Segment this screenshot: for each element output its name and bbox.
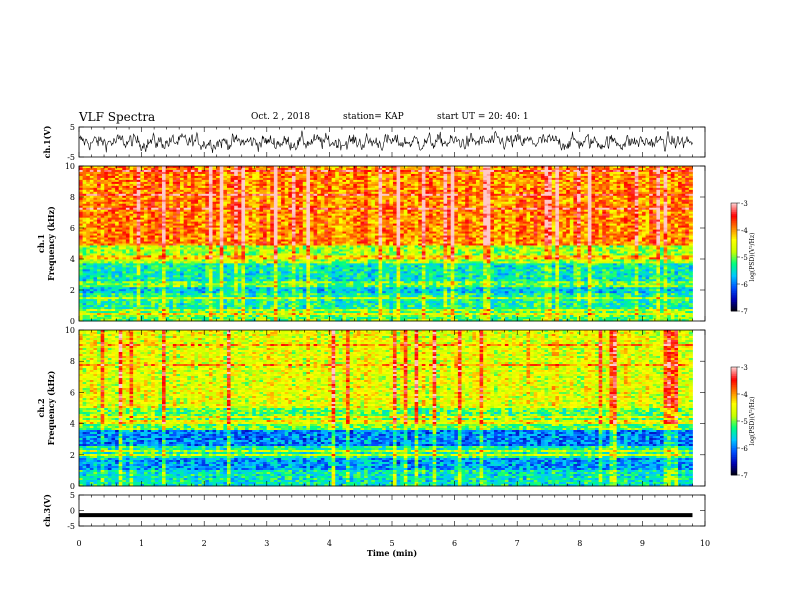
ch3-waveform-ytick: 5 <box>70 491 75 500</box>
ch3-waveform-ytick: 0 <box>70 507 75 516</box>
ch1-spectrogram-ylabel-channel: ch.1 <box>36 234 46 253</box>
x-tick-label: 8 <box>577 539 582 548</box>
ch2-spectrogram-colorbar-tick: -3 <box>741 364 748 372</box>
x-tick-label: 0 <box>76 539 81 548</box>
ch1-spectrogram-colorbar: -3 -4 -5 -6 -7 log(PSD)(V²/Hz) <box>731 200 756 316</box>
vlf-figure: 5-5ch.1(V) 0246810ch.1 Frequency (kHz) 02… <box>0 0 792 612</box>
x-tick-label: 3 <box>264 539 269 548</box>
ch1-spectrogram-colorbar-tick: -4 <box>741 227 748 235</box>
ch1-spectrogram-colorbar-tick: -6 <box>741 281 748 289</box>
ch2-spectrogram-colorbar: -3 -4 -5 -6 -7 log(PSD)(V²/Hz) <box>731 364 756 480</box>
ch1-spectrogram-colorbar-tick: -3 <box>741 200 748 208</box>
ch2-spectrogram-ytick: 6 <box>70 388 75 397</box>
ch2-spectrogram-colorbar-label: log(PSD)(V²/Hz) <box>749 397 756 446</box>
ch2-spectrogram-ytick: 4 <box>70 420 75 429</box>
ch2-spectrogram-colorbar-tick: -6 <box>741 445 748 453</box>
ch2-spectrogram-panel: 0 2 4 6 8 10 ch.2 Frequency (kHz) <box>36 326 705 491</box>
ch2-spectrogram-ytick: 8 <box>70 357 75 366</box>
x-tick-label: 4 <box>327 539 332 548</box>
ch1-spectrogram-ytick: 6 <box>70 224 75 233</box>
ch3-waveform-ytick: -5 <box>67 522 75 531</box>
x-tick-label: 2 <box>202 539 207 548</box>
x-tick-label: 1 <box>139 539 144 548</box>
x-tick-label: 10 <box>700 539 710 548</box>
x-tick-label: 5 <box>389 539 394 548</box>
ch1-spectrogram-ylabel-frequency: Frequency (kHz) <box>46 206 56 281</box>
ch1-waveform-ytick: 5 <box>70 123 75 132</box>
ch1-spectrogram-colorbar-label: log(PSD)(V²/Hz) <box>749 233 756 282</box>
ch1-waveform-line <box>79 131 693 153</box>
ch1-spectrogram-ytick: 4 <box>70 255 75 264</box>
ch2-spectrogram-ytick: 0 <box>70 482 75 491</box>
ch2-spectrogram-ytick: 10 <box>65 326 75 335</box>
ch3-waveform-ylabel: ch.3(V) <box>42 494 52 527</box>
ch2-spectrogram-heatmap <box>79 330 693 486</box>
ch1-spectrogram-colorbar-tick: -7 <box>741 308 748 316</box>
colorbars: -3 -4 -5 -6 -7 log(PSD)(V²/Hz) -3 -4 -5 -6 -7 log(P… <box>731 200 756 480</box>
ch1-spectrogram-heatmap <box>79 166 693 321</box>
ch1-spectrogram-colorbar-tick: -5 <box>741 254 748 262</box>
ch1-spectrogram-ytick: 10 <box>65 162 75 171</box>
ch1-waveform-panel: 5 -5 ch.1(V) <box>42 123 705 162</box>
ch2-spectrogram-colorbar-tick: -7 <box>741 472 748 480</box>
x-tick-label: 6 <box>452 539 457 548</box>
ch1-spectrogram-ytick: 2 <box>70 286 75 295</box>
ch2-spectrogram-ylabel-frequency: Frequency (kHz) <box>46 370 56 445</box>
ch1-waveform-ylabel: ch.1(V) <box>42 125 52 158</box>
x-axis-label: Time (min) <box>367 548 417 558</box>
ch2-spectrogram-ylabel-channel: ch.2 <box>36 398 46 417</box>
ch2-spectrogram-colorbar-tick: -5 <box>741 418 748 426</box>
ch2-spectrogram-colorbar-tick: -4 <box>741 391 748 399</box>
x-tick-label: 9 <box>640 539 645 548</box>
x-tick-label: 7 <box>515 539 520 548</box>
ch1-spectrogram-panel: 0 2 4 6 8 10 ch.1 Frequency (kHz) <box>36 162 705 326</box>
ch1-spectrogram-ytick: 8 <box>70 193 75 202</box>
ch1-waveform-ytick: -5 <box>67 153 75 162</box>
ch2-spectrogram-ytick: 2 <box>70 451 75 460</box>
ch1-spectrogram-ytick: 0 <box>70 317 75 326</box>
